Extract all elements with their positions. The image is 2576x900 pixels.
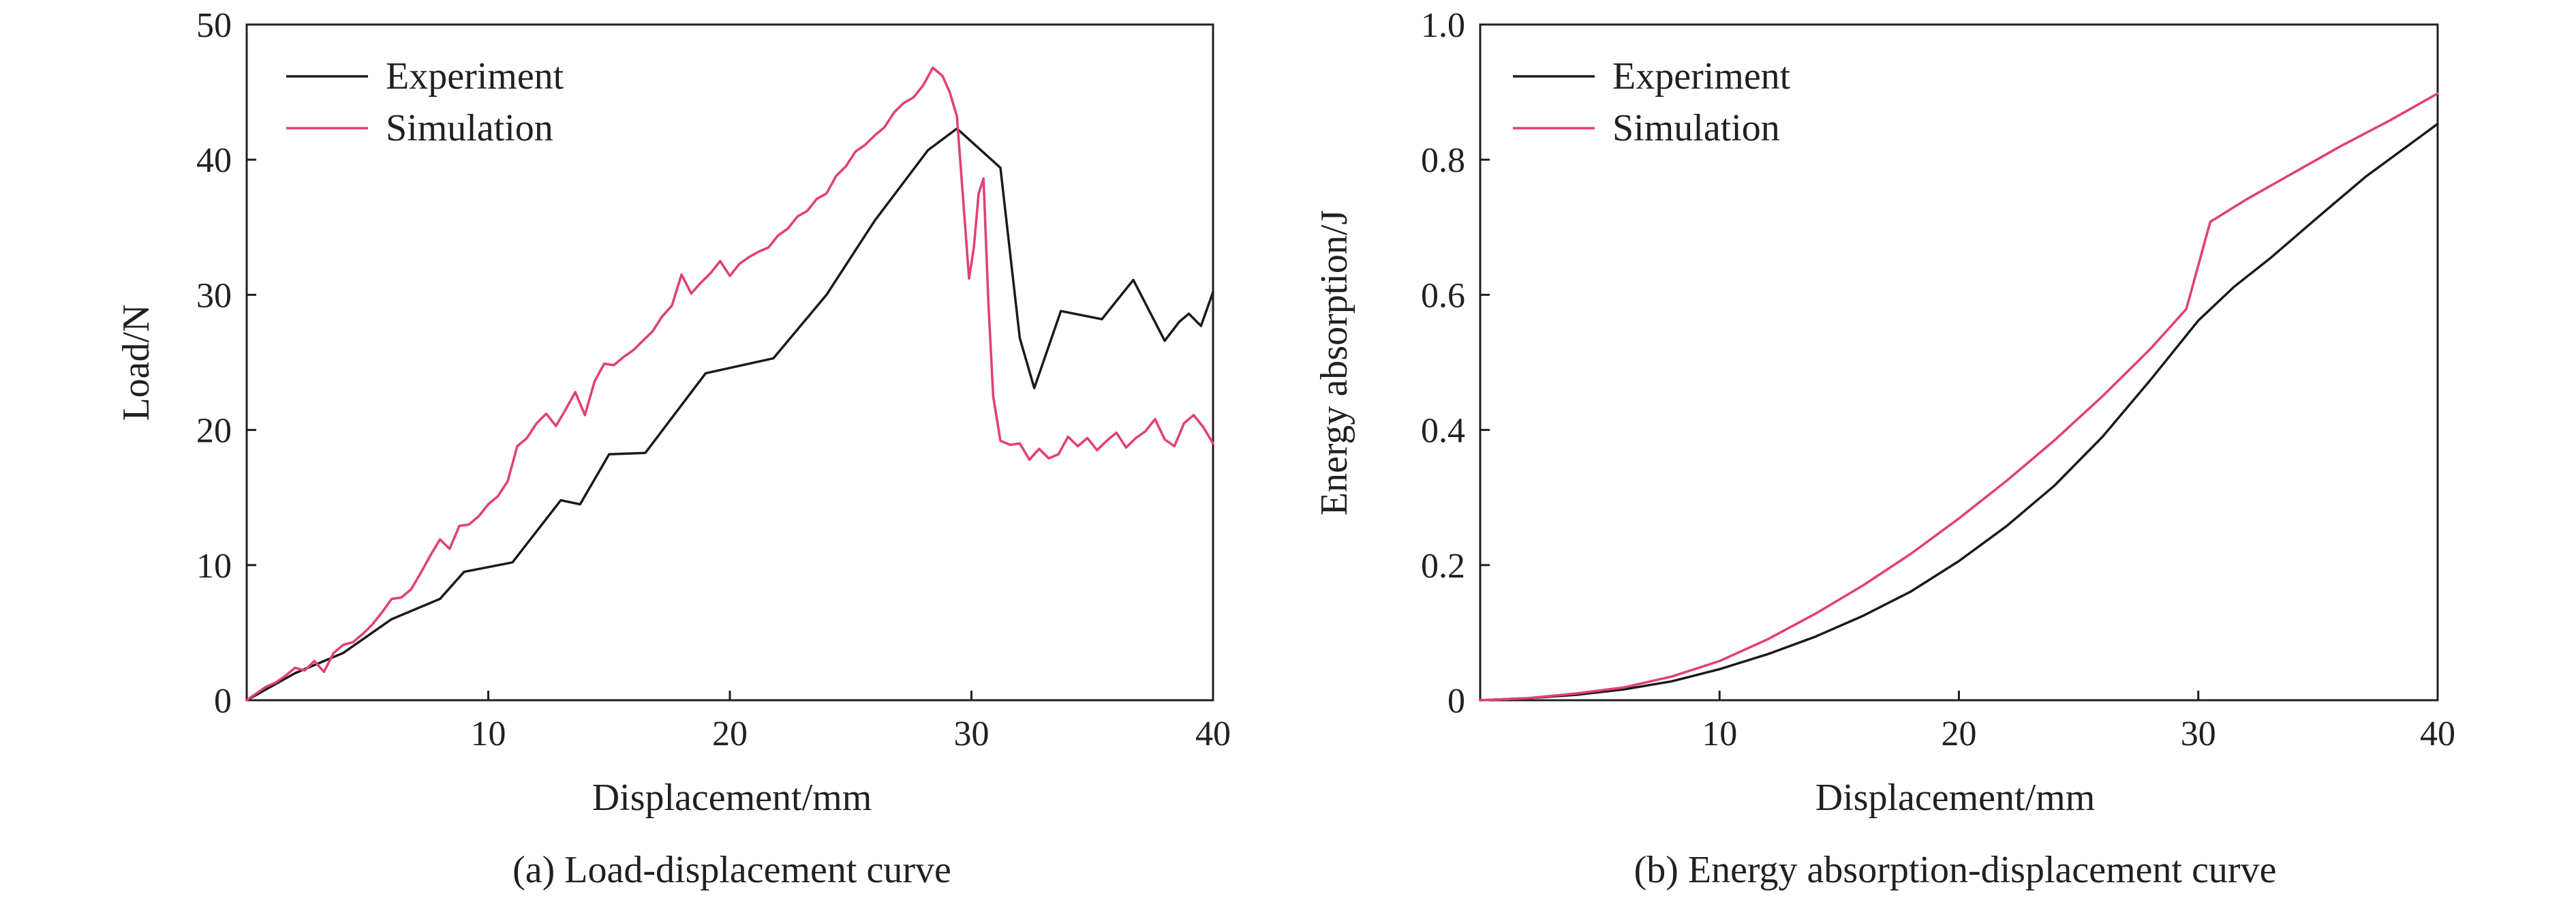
y-tick-label: 0.8	[1421, 141, 1465, 180]
y-tick-label: 0.4	[1421, 412, 1465, 451]
x-tick-label: 10	[1702, 715, 1737, 753]
x-tick-label: 20	[1942, 715, 1977, 753]
chart-xlabel: Displacement/mm	[1815, 777, 2096, 819]
legend-label-experiment: Experiment	[1612, 55, 1791, 97]
legend: Experiment Simulation	[1513, 55, 1791, 149]
chart-panel-load-displacement: 10 20 30 40 0 10 20 30 40 50 Load/N Displacement/…	[115, 6, 1231, 891]
chart-caption: (a) Load-displacement curve	[512, 849, 951, 891]
chart-xlabel: Displacement/mm	[592, 777, 872, 819]
y-tick-label: 10	[196, 547, 232, 586]
legend-label-simulation: Simulation	[386, 107, 553, 149]
series-line-experiment	[1479, 122, 2439, 702]
y-tick-label: 0	[1447, 682, 1465, 721]
legend-label-simulation: Simulation	[1612, 107, 1780, 149]
series-line-experiment	[245, 127, 1214, 702]
y-tick-label: 0.2	[1421, 547, 1465, 586]
y-tick-label: 20	[196, 412, 232, 451]
y-tick-label: 30	[196, 276, 232, 315]
series-line-simulation-shadow	[245, 66, 1214, 702]
legend: Experiment Simulation	[286, 55, 564, 149]
chart-panel-energy-absorption: 10 20 30 40 0 0.2 0.4 0.6 0.8 1.0 Energy absorpti…	[1313, 6, 2455, 891]
series-line-simulation-shadow	[1479, 92, 2439, 702]
x-tick-label: 30	[2181, 715, 2216, 753]
chart-ylabel: Load/N	[115, 304, 157, 421]
y-tick-label: 0	[214, 682, 232, 721]
chart-caption: (b) Energy absorption-displacement curve	[1634, 849, 2277, 891]
x-tick-label: 30	[954, 715, 990, 753]
chart-ylabel: Energy absorption/J	[1313, 210, 1355, 515]
y-tick-label: 0.6	[1421, 276, 1465, 315]
x-tick-label: 10	[471, 715, 506, 753]
y-tick-label: 1.0	[1421, 6, 1465, 45]
series-line-simulation	[1479, 92, 2439, 702]
y-tick-label: 50	[196, 6, 232, 45]
x-tick-label: 40	[2420, 715, 2455, 753]
legend-label-experiment: Experiment	[386, 55, 564, 97]
y-tick-label: 40	[196, 141, 232, 180]
x-tick-label: 40	[1195, 715, 1231, 753]
x-tick-label: 20	[712, 715, 748, 753]
series-line-simulation	[245, 66, 1214, 702]
